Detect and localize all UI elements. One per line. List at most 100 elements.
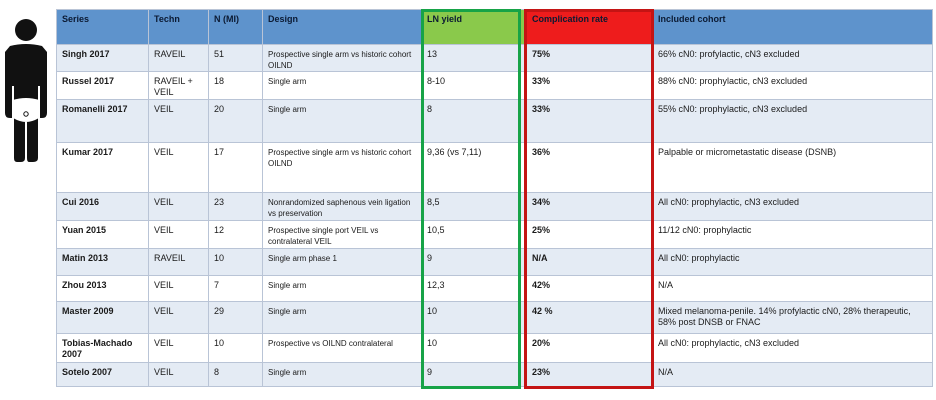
ln-yield-cell: 9	[421, 362, 527, 387]
complication-cell: 33%	[526, 99, 653, 143]
techn-cell: VEIL	[148, 220, 209, 249]
header-techn: Techn	[148, 9, 209, 45]
techn-cell: RAVEIL + VEIL	[148, 71, 209, 100]
techn-cell: VEIL	[148, 333, 209, 363]
ln-yield-cell: 8,5	[421, 192, 527, 221]
body-silhouette	[5, 19, 47, 162]
design-cell: Nonrandomized saphenous vein ligation vs…	[262, 192, 422, 221]
ln-yield-cell: 10	[421, 301, 527, 334]
cohort-cell: Palpable or micrometastatic disease (DSN…	[652, 142, 933, 193]
table-row: Tobias-Machado 2007 VEIL 10 Prospective …	[56, 333, 933, 363]
header-included-cohort: Included cohort	[652, 9, 933, 45]
table-row: Russel 2017 RAVEIL + VEIL 18 Single arm …	[56, 71, 933, 100]
header-row: Series Techn N (MI) Design LN yield Comp…	[56, 9, 933, 45]
table-row: Zhou 2013 VEIL 7 Single arm 12,3 42% N/A	[56, 275, 933, 302]
table-row: Cui 2016 VEIL 23 Nonrandomized saphenous…	[56, 192, 933, 221]
series-cell: Kumar 2017	[56, 142, 149, 193]
design-cell: Prospective single arm vs historic cohor…	[262, 142, 422, 193]
series-cell: Romanelli 2017	[56, 99, 149, 143]
n-cell: 8	[208, 362, 263, 387]
design-cell: Single arm	[262, 71, 422, 100]
table-row: Yuan 2015 VEIL 12 Prospective single por…	[56, 220, 933, 249]
n-cell: 17	[208, 142, 263, 193]
design-cell: Single arm	[262, 301, 422, 334]
design-cell: Single arm phase 1	[262, 248, 422, 276]
n-cell: 20	[208, 99, 263, 143]
techn-cell: RAVEIL	[148, 248, 209, 276]
ln-yield-cell: 8-10	[421, 71, 527, 100]
series-cell: Matin 2013	[56, 248, 149, 276]
design-cell: Prospective single port VEIL vs contrala…	[262, 220, 422, 249]
header-ln-yield: LN yield	[421, 9, 527, 45]
n-cell: 12	[208, 220, 263, 249]
ln-yield-cell: 9,36 (vs 7,11)	[421, 142, 527, 193]
techn-cell: VEIL	[148, 275, 209, 302]
table-row: Singh 2017 RAVEIL 51 Prospective single …	[56, 44, 933, 72]
design-cell: Prospective single arm vs historic cohor…	[262, 44, 422, 72]
table-row: Sotelo 2007 VEIL 8 Single arm 9 23% N/A	[56, 362, 933, 387]
series-cell: Master 2009	[56, 301, 149, 334]
techn-cell: RAVEIL	[148, 44, 209, 72]
table-row: Matin 2013 RAVEIL 10 Single arm phase 1 …	[56, 248, 933, 276]
ln-yield-cell: 8	[421, 99, 527, 143]
n-cell: 7	[208, 275, 263, 302]
techn-cell: VEIL	[148, 142, 209, 193]
complication-cell: 20%	[526, 333, 653, 363]
techn-cell: VEIL	[148, 362, 209, 387]
cohort-cell: 66% cN0: profylactic, cN3 excluded	[652, 44, 933, 72]
table-row: Master 2009 VEIL 29 Single arm 10 42 % M…	[56, 301, 933, 334]
n-cell: 18	[208, 71, 263, 100]
techn-cell: VEIL	[148, 301, 209, 334]
complication-cell: 23%	[526, 362, 653, 387]
series-cell: Sotelo 2007	[56, 362, 149, 387]
series-cell: Singh 2017	[56, 44, 149, 72]
studies-table: Series Techn N (MI) Design LN yield Comp…	[56, 9, 933, 387]
series-cell: Tobias-Machado 2007	[56, 333, 149, 363]
ln-yield-cell: 12,3	[421, 275, 527, 302]
complication-cell: 36%	[526, 142, 653, 193]
series-cell: Yuan 2015	[56, 220, 149, 249]
table-body: Singh 2017 RAVEIL 51 Prospective single …	[56, 44, 933, 387]
ln-yield-cell: 10,5	[421, 220, 527, 249]
ln-yield-cell: 10	[421, 333, 527, 363]
table-row: Kumar 2017 VEIL 17 Prospective single ar…	[56, 142, 933, 193]
ln-yield-cell: 13	[421, 44, 527, 72]
techn-cell: VEIL	[148, 192, 209, 221]
complication-cell: 33%	[526, 71, 653, 100]
table-row: Romanelli 2017 VEIL 20 Single arm 8 33% …	[56, 99, 933, 143]
series-cell: Zhou 2013	[56, 275, 149, 302]
header-design: Design	[262, 9, 422, 45]
series-cell: Cui 2016	[56, 192, 149, 221]
cohort-cell: 88% cN0: prophylactic, cN3 excluded	[652, 71, 933, 100]
cohort-cell: 11/12 cN0: prophylactic	[652, 220, 933, 249]
series-cell: Russel 2017	[56, 71, 149, 100]
complication-cell: 42%	[526, 275, 653, 302]
n-cell: 10	[208, 248, 263, 276]
design-cell: Prospective vs OILND contralateral	[262, 333, 422, 363]
complication-cell: N/A	[526, 248, 653, 276]
header-n: N (MI)	[208, 9, 263, 45]
cohort-cell: N/A	[652, 275, 933, 302]
header-complication-rate: Complication rate	[526, 9, 653, 45]
cohort-cell: 55% cN0: prophylactic, cN3 excluded	[652, 99, 933, 143]
design-cell: Single arm	[262, 362, 422, 387]
complication-cell: 42 %	[526, 301, 653, 334]
design-cell: Single arm	[262, 275, 422, 302]
complication-cell: 34%	[526, 192, 653, 221]
n-cell: 51	[208, 44, 263, 72]
cohort-cell: Mixed melanoma-penile. 14% profylactic c…	[652, 301, 933, 334]
complication-cell: 25%	[526, 220, 653, 249]
cohort-cell: All cN0: prophylactic	[652, 248, 933, 276]
cohort-cell: All cN0: prophylactic, cN3 excluded	[652, 192, 933, 221]
techn-cell: VEIL	[148, 99, 209, 143]
ln-yield-cell: 9	[421, 248, 527, 276]
n-cell: 23	[208, 192, 263, 221]
n-cell: 10	[208, 333, 263, 363]
cohort-cell: N/A	[652, 362, 933, 387]
complication-cell: 75%	[526, 44, 653, 72]
header-series: Series	[56, 9, 149, 45]
patient-body-icon: cN0	[0, 18, 52, 163]
cohort-cell: All cN0: prophylactic, cN3 excluded	[652, 333, 933, 363]
cn0-label: cN0	[19, 103, 34, 112]
